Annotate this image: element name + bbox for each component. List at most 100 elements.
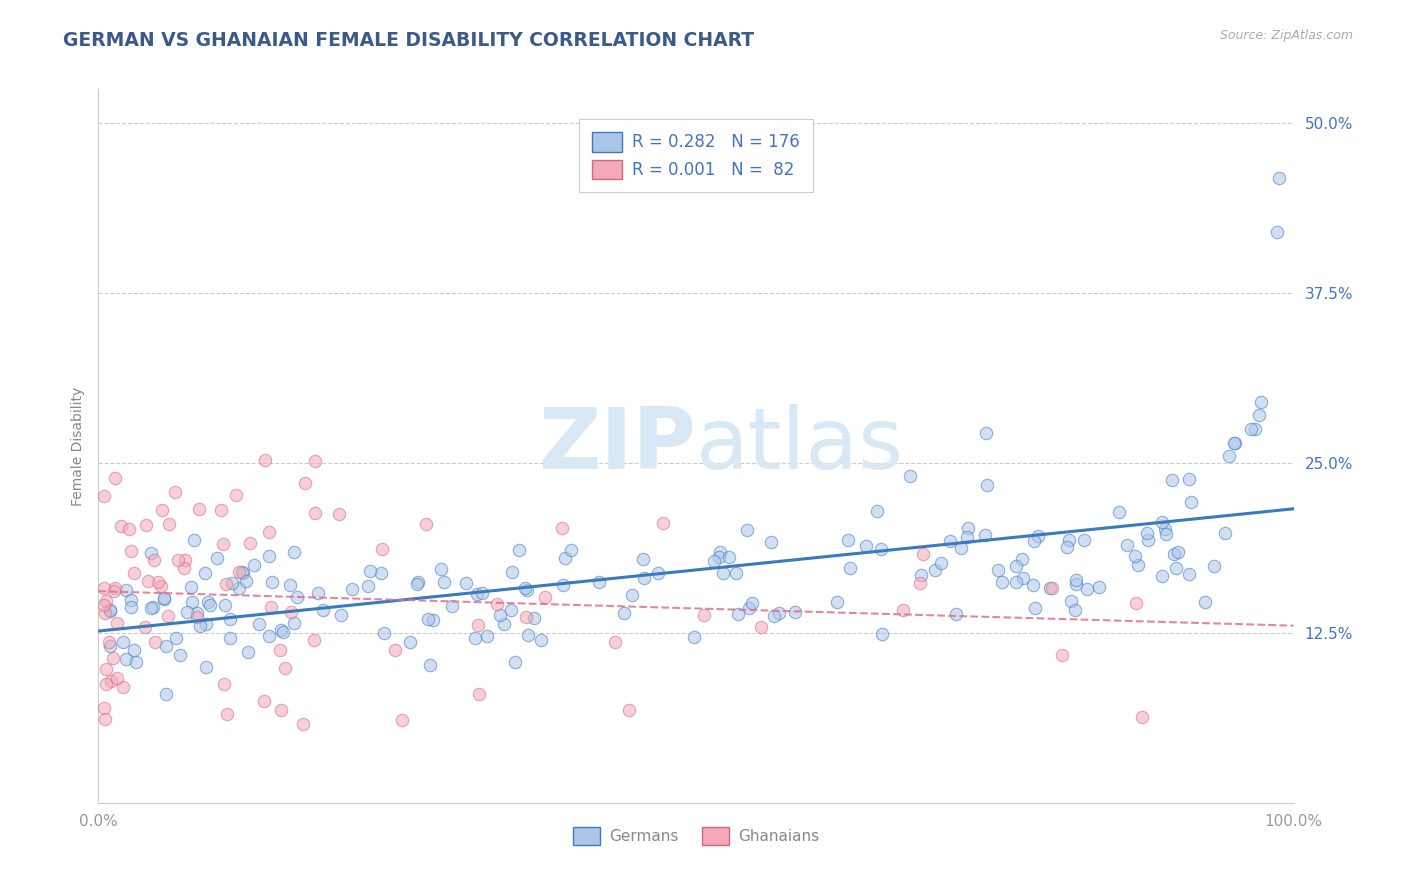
Point	[440, 599, 463, 614]
Point	[125, 655, 148, 669]
Point	[785, 605, 807, 619]
Point	[693, 607, 716, 622]
Point	[134, 620, 156, 634]
Point	[508, 543, 530, 558]
Point	[104, 581, 127, 595]
Point	[974, 528, 997, 542]
Point	[1116, 537, 1139, 551]
Point	[501, 603, 523, 617]
Point	[554, 550, 576, 565]
Point	[115, 582, 138, 597]
Point	[416, 612, 439, 626]
Point	[492, 617, 515, 632]
Point	[218, 631, 240, 645]
Point	[93, 489, 115, 503]
Point	[837, 533, 859, 547]
Point	[104, 471, 127, 485]
Point	[1005, 558, 1028, 573]
Point	[188, 619, 211, 633]
Point	[1163, 548, 1185, 562]
Point	[253, 452, 276, 467]
Point	[328, 508, 350, 522]
Point	[406, 577, 429, 591]
Point	[399, 635, 422, 649]
Point	[1160, 473, 1182, 487]
Point	[551, 521, 574, 535]
Point	[898, 469, 921, 483]
Point	[371, 542, 394, 557]
Point	[1056, 540, 1078, 554]
Point	[1177, 566, 1199, 581]
Point	[1223, 435, 1246, 450]
Point	[1267, 170, 1289, 185]
Point	[259, 524, 281, 539]
Point	[225, 488, 247, 502]
Point	[891, 603, 914, 617]
Point	[155, 687, 177, 701]
Point	[122, 566, 145, 580]
Point	[1005, 574, 1028, 589]
Point	[239, 536, 262, 550]
Point	[136, 574, 159, 588]
Point	[1250, 394, 1272, 409]
Point	[991, 574, 1014, 589]
Point	[186, 610, 208, 624]
Point	[976, 478, 998, 492]
Point	[530, 633, 553, 648]
Point	[153, 592, 176, 607]
Point	[143, 553, 166, 567]
Point	[1167, 545, 1189, 559]
Point	[419, 657, 441, 672]
Point	[938, 533, 960, 548]
Point	[1064, 574, 1087, 588]
Point	[1011, 552, 1033, 566]
Point	[373, 626, 395, 640]
Point	[253, 694, 276, 708]
Point	[262, 574, 284, 589]
Point	[150, 502, 173, 516]
Point	[737, 600, 759, 615]
Point	[468, 687, 491, 701]
Point	[1057, 533, 1080, 547]
Point	[717, 550, 740, 565]
Point	[231, 565, 253, 579]
Point	[1022, 578, 1045, 592]
Point	[763, 608, 786, 623]
Point	[1040, 582, 1063, 596]
Point	[186, 606, 208, 620]
Point	[986, 563, 1008, 577]
Point	[214, 577, 236, 591]
Point	[406, 575, 429, 590]
Point	[120, 600, 142, 615]
Point	[516, 582, 538, 597]
Point	[1076, 582, 1098, 596]
Point	[195, 660, 218, 674]
Point	[749, 620, 772, 634]
Point	[283, 544, 305, 558]
Point	[165, 631, 187, 645]
Point	[1024, 600, 1046, 615]
Point	[274, 661, 297, 675]
Point	[176, 605, 198, 619]
Point	[118, 523, 141, 537]
Point	[1152, 515, 1174, 529]
Point	[1064, 603, 1087, 617]
Point	[93, 581, 115, 595]
Point	[683, 630, 706, 644]
Point	[870, 626, 893, 640]
Point	[513, 581, 536, 595]
Point	[153, 591, 176, 605]
Point	[209, 503, 232, 517]
Point	[105, 615, 128, 630]
Point	[98, 640, 122, 654]
Point	[98, 604, 122, 618]
Text: ZIP: ZIP	[538, 404, 696, 488]
Point	[1108, 505, 1130, 519]
Point	[180, 580, 202, 594]
Point	[391, 714, 413, 728]
Point	[188, 502, 211, 516]
Point	[503, 655, 526, 669]
Point	[93, 700, 115, 714]
Point	[135, 518, 157, 533]
Point	[1202, 558, 1225, 573]
